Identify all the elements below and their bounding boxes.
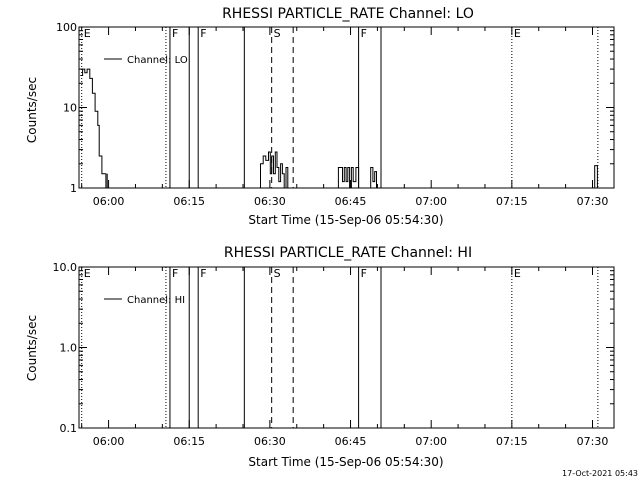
y-tick-label: 1: [70, 182, 77, 195]
hi-channel-chart: RHESSI PARTICLE_RATE Channel: HI Counts/…: [25, 245, 615, 469]
x-tick-label: 07:15: [496, 195, 528, 208]
x-tick-label: 06:30: [254, 435, 286, 448]
event-marker-label: F: [361, 27, 367, 40]
x-axis-label-hi: Start Time (15-Sep-06 05:54:30): [248, 455, 443, 469]
data-series-line: [80, 68, 108, 189]
event-marker-label: S: [274, 267, 281, 280]
x-axis-label-lo: Start Time (15-Sep-06 05:54:30): [248, 213, 443, 227]
x-tick-label: 06:45: [335, 195, 367, 208]
legend-hi: Channel: HI: [104, 295, 185, 306]
event-marker-label: E: [514, 27, 521, 40]
y-tick-label: 0.1: [60, 422, 78, 435]
chart-title-hi: RHESSI PARTICLE_RATE Channel: HI: [224, 245, 472, 261]
y-axis-label-lo: Counts/sec: [25, 77, 39, 143]
x-tick-label: 07:00: [415, 195, 447, 208]
y-tick-label: 10: [63, 102, 77, 115]
data-series-line: [368, 167, 377, 189]
data-series-line: [257, 151, 289, 189]
event-marker-label: F: [200, 267, 206, 280]
event-marker-label: F: [361, 267, 367, 280]
x-tick-label: 06:00: [93, 195, 125, 208]
event-marker-label: F: [172, 267, 178, 280]
y-tick-label: 1.0: [60, 342, 78, 355]
x-tick-label: 07:30: [577, 195, 609, 208]
x-tick-label: 07:30: [577, 435, 609, 448]
event-marker-label: E: [84, 267, 91, 280]
event-marker-label: S: [274, 27, 281, 40]
y-tick-label: 100: [56, 21, 77, 34]
data-series-line: [593, 165, 598, 189]
plot-timestamp: 17-Oct-2021 05:43: [562, 469, 638, 478]
lo-channel-chart: RHESSI PARTICLE_RATE Channel: LO Counts/…: [25, 6, 615, 227]
y-tick-label: 10.0: [53, 261, 78, 274]
legend-label-lo: Channel: LO: [127, 55, 188, 66]
x-tick-label: 06:00: [93, 435, 125, 448]
legend-label-hi: Channel: HI: [127, 295, 185, 306]
legend-lo: Channel: LO: [104, 55, 188, 66]
x-tick-label: 07:00: [415, 435, 447, 448]
y-axis-label-hi: Counts/sec: [25, 315, 39, 381]
x-tick-label: 06:45: [335, 435, 367, 448]
x-tick-label: 06:30: [254, 195, 286, 208]
data-series-line: [337, 167, 360, 189]
x-tick-label: 06:15: [173, 195, 205, 208]
event-marker-label: E: [84, 27, 91, 40]
event-marker-label: F: [200, 27, 206, 40]
x-tick-label: 07:15: [496, 435, 528, 448]
chart-title-lo: RHESSI PARTICLE_RATE Channel: LO: [222, 6, 474, 22]
event-marker-label: E: [514, 267, 521, 280]
event-marker-label: F: [172, 27, 178, 40]
x-tick-label: 06:15: [173, 435, 205, 448]
